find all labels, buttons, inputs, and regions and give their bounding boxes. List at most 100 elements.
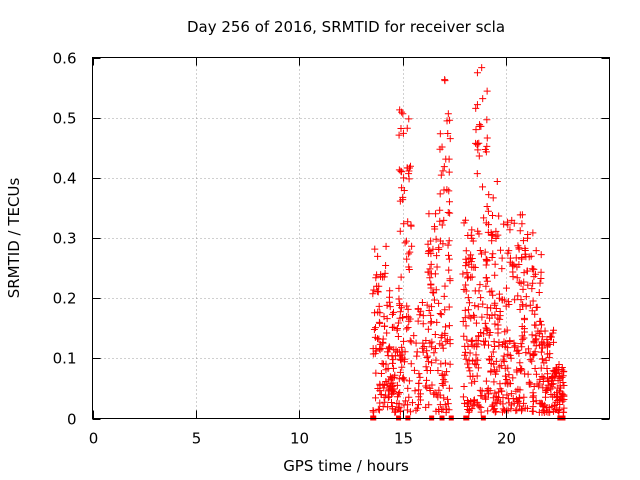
data-point	[478, 313, 486, 321]
data-point	[482, 261, 490, 269]
data-point	[474, 227, 482, 235]
data-point	[396, 300, 404, 308]
data-point	[377, 370, 385, 378]
data-point	[417, 307, 425, 315]
data-point	[461, 306, 469, 314]
data-point	[504, 298, 512, 306]
data-point	[516, 386, 524, 394]
data-point	[515, 260, 523, 268]
data-point	[403, 164, 411, 172]
data-point	[481, 392, 489, 400]
data-point	[472, 139, 480, 147]
data-point	[481, 319, 489, 327]
chart-title: Day 256 of 2016, SRMTID for receiver scl…	[187, 18, 505, 36]
data-point	[396, 197, 404, 205]
data-point	[537, 348, 545, 356]
data-point	[443, 336, 451, 344]
data-point	[496, 315, 504, 323]
data-point	[482, 282, 490, 290]
data-point	[485, 390, 493, 398]
data-point	[492, 305, 500, 313]
data-point	[488, 211, 496, 219]
data-point	[523, 405, 531, 412]
data-point	[406, 248, 414, 256]
data-point	[555, 406, 563, 414]
x-tick-label: 10	[290, 430, 309, 448]
data-point	[397, 356, 405, 364]
data-point	[445, 266, 453, 274]
data-point	[497, 246, 505, 254]
data-point	[386, 344, 394, 352]
data-point	[374, 252, 382, 260]
data-point	[513, 398, 521, 406]
data-point	[521, 328, 529, 336]
data-point	[446, 116, 454, 124]
data-point	[375, 282, 383, 290]
data-point	[436, 401, 444, 409]
data-point	[418, 299, 426, 307]
data-point	[504, 249, 512, 257]
data-point	[374, 385, 382, 393]
data-point	[506, 258, 514, 266]
data-point	[442, 338, 450, 346]
data-point	[540, 359, 548, 367]
data-point	[442, 155, 450, 163]
data-point	[405, 393, 413, 401]
data-point	[476, 281, 484, 289]
data-point	[396, 308, 404, 316]
data-point	[383, 329, 391, 337]
data-point	[484, 207, 492, 215]
data-point	[497, 362, 505, 370]
data-point	[512, 254, 520, 262]
data-point	[379, 273, 387, 281]
data-point	[543, 341, 551, 349]
data-point	[530, 265, 538, 273]
data-point	[405, 250, 413, 258]
data-point	[435, 246, 443, 254]
data-point	[516, 394, 524, 402]
data-point	[462, 255, 470, 263]
data-point	[372, 274, 380, 282]
data-point	[369, 350, 377, 358]
data-point	[432, 286, 440, 294]
data-point	[498, 408, 506, 416]
grid-layer	[92, 57, 610, 419]
data-point	[554, 365, 562, 373]
data-point	[507, 390, 515, 398]
data-point	[407, 338, 415, 346]
data-point	[512, 387, 520, 395]
data-point	[479, 95, 487, 103]
data-point	[427, 270, 435, 278]
data-point	[386, 287, 394, 295]
data-point	[402, 237, 410, 245]
data-point	[396, 368, 404, 376]
data-point	[438, 221, 446, 229]
data-point	[445, 168, 453, 176]
data-point	[462, 281, 470, 289]
data-point	[385, 386, 393, 394]
data-point	[461, 351, 469, 359]
data-point	[489, 250, 497, 258]
data-point	[400, 337, 408, 345]
data-point	[524, 370, 532, 378]
x-tick-label: 15	[394, 430, 413, 448]
x-tick-label: 20	[497, 430, 516, 448]
data-point	[477, 408, 485, 416]
data-point	[445, 187, 453, 195]
data-point	[424, 352, 432, 360]
data-point	[382, 378, 390, 386]
data-point	[476, 386, 484, 394]
data-point	[427, 318, 435, 326]
data-point	[425, 401, 433, 409]
data-point	[529, 229, 537, 237]
data-point	[520, 393, 528, 401]
data-point	[425, 210, 433, 218]
data-point	[464, 274, 472, 282]
data-point	[531, 364, 539, 372]
data-point	[440, 376, 448, 384]
x-tick-label: 0	[89, 430, 99, 448]
data-point	[427, 260, 435, 268]
data-point	[475, 403, 483, 411]
data-point	[517, 340, 525, 348]
data-point	[371, 245, 379, 253]
